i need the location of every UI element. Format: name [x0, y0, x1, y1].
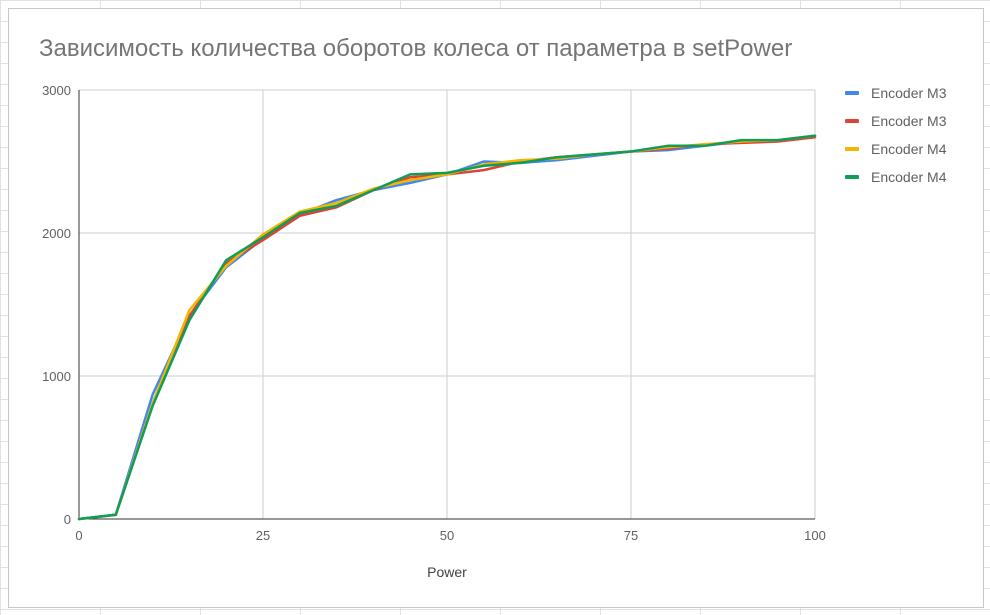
legend-label: Encoder M3: [871, 85, 947, 101]
chart-title: Зависимость количества оборотов колеса о…: [39, 35, 793, 62]
legend-label: Encoder M3: [871, 113, 947, 129]
legend-swatch: [845, 119, 859, 123]
x-axis-title: Power: [427, 564, 467, 580]
legend-label: Encoder M4: [871, 141, 947, 157]
legend-swatch: [845, 175, 859, 179]
x-tick-label: 25: [256, 528, 270, 543]
y-tick-label: 3000: [42, 83, 71, 98]
legend-swatch: [845, 147, 859, 151]
legend-item: Encoder M3: [845, 107, 946, 135]
chart-plot: 0 1000 2000 3000 0 25 50 75 100 Power: [42, 83, 826, 580]
legend-item: Encoder M4: [845, 163, 946, 191]
chart-legend: Encoder M3 Encoder M3 Encoder M4 Encoder M4: [845, 79, 946, 191]
chart-card[interactable]: Зависимость количества оборотов колеса о…: [8, 8, 984, 608]
legend-swatch: [845, 91, 859, 95]
x-tick-label: 75: [624, 528, 638, 543]
y-tick-label: 1000: [42, 369, 71, 384]
x-tick-label: 0: [75, 528, 82, 543]
x-tick-label: 100: [804, 528, 826, 543]
x-tick-label: 50: [440, 528, 454, 543]
legend-label: Encoder M4: [871, 169, 947, 185]
y-tick-label: 2000: [42, 226, 71, 241]
series-line-4: [77, 134, 817, 521]
y-tick-label: 0: [64, 512, 71, 527]
legend-item: Encoder M4: [845, 135, 946, 163]
legend-item: Encoder M3: [845, 79, 946, 107]
